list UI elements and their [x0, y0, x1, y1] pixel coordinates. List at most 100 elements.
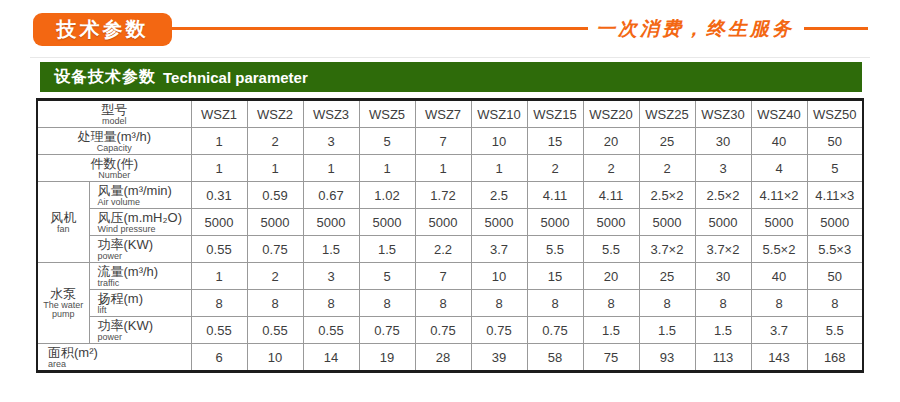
table-cell: 5.5 [583, 236, 639, 263]
model-header-en: model [39, 117, 190, 126]
table-cell: 5 [359, 263, 415, 290]
banner-line-left [162, 27, 588, 30]
row-label: 处理量(m³/h)Capacity [37, 128, 191, 155]
model-column-header: WSZ1 [191, 100, 247, 128]
table-cell: 4.11 [583, 182, 639, 209]
row-label: 面积(m²)area [37, 344, 191, 372]
table-cell: 40 [751, 128, 807, 155]
table-cell: 1 [191, 155, 247, 182]
row-label-zh: 处理量(m³/h) [39, 130, 190, 144]
section-header-bar: 设备技术参数 Technical parameter [40, 62, 862, 92]
table-cell: 15 [527, 263, 583, 290]
table-cell: 8 [807, 290, 863, 317]
table-cell: 2.5×2 [695, 182, 751, 209]
group-label-zh: 水泵 [39, 287, 88, 301]
table-cell: 5000 [639, 209, 695, 236]
model-column-header: WSZ3 [303, 100, 359, 128]
technical-parameter-table: 型号modelWSZ1WSZ2WSZ3WSZ5WSZ7WSZ10WSZ15WSZ… [36, 98, 864, 373]
table-cell: 2 [247, 263, 303, 290]
table-cell: 10 [471, 128, 527, 155]
table-cell: 5000 [415, 209, 471, 236]
row-label: 风量(m³/min)Air volume [89, 182, 191, 209]
page: 技术参数 一次消费，终生服务 设备技术参数 Technical paramete… [0, 0, 900, 402]
table-cell: 30 [695, 128, 751, 155]
table-cell: 5.5 [527, 236, 583, 263]
table-row: 功率(KW)power0.550.550.550.750.750.750.751… [37, 317, 863, 344]
banner-line-right [804, 27, 868, 30]
row-label-zh: 件数(件) [39, 157, 190, 171]
model-column-header: WSZ30 [695, 100, 751, 128]
table-cell: 20 [583, 263, 639, 290]
model-column-header: WSZ10 [471, 100, 527, 128]
table-cell: 5000 [751, 209, 807, 236]
table-cell: 25 [639, 263, 695, 290]
section-title-zh: 设备技术参数 [54, 67, 156, 88]
table-cell: 1 [471, 155, 527, 182]
model-column-header: WSZ25 [639, 100, 695, 128]
table-cell: 3 [695, 155, 751, 182]
row-label: 功率(KW)power [89, 317, 191, 344]
table-cell: 7 [415, 128, 471, 155]
table-cell: 39 [471, 344, 527, 372]
table-cell: 5.5×2 [751, 236, 807, 263]
table-cell: 0.75 [415, 317, 471, 344]
table-cell: 168 [807, 344, 863, 372]
row-label-zh: 面积(m²) [39, 346, 190, 360]
table-cell: 3.7 [751, 317, 807, 344]
table-cell: 0.55 [247, 317, 303, 344]
table-cell: 5000 [471, 209, 527, 236]
table-cell: 4 [751, 155, 807, 182]
table-cell: 8 [695, 290, 751, 317]
table-cell: 1 [191, 263, 247, 290]
tech-params-badge: 技术参数 [33, 13, 172, 46]
table-cell: 3.7 [471, 236, 527, 263]
table-cell: 0.75 [247, 236, 303, 263]
table-cell: 113 [695, 344, 751, 372]
row-label-zh: 流量(m³/h) [91, 265, 190, 279]
table-cell: 1 [303, 155, 359, 182]
section-title-en: Technical parameter [163, 69, 308, 86]
table-cell: 1 [247, 155, 303, 182]
table-cell: 2 [583, 155, 639, 182]
table-cell: 1.5 [639, 317, 695, 344]
table-cell: 2.2 [415, 236, 471, 263]
table-row: 水泵The water pump流量(m³/h)traffic123571015… [37, 263, 863, 290]
table-row: 风机fan风量(m³/min)Air volume0.310.590.671.0… [37, 182, 863, 209]
table-cell: 8 [471, 290, 527, 317]
table-cell: 1.5 [303, 236, 359, 263]
table-row: 风压(m.mH₂O)Wind pressure50005000500050005… [37, 209, 863, 236]
row-label-en: area [39, 360, 190, 369]
table-cell: 1 [191, 128, 247, 155]
group-label-en: fan [39, 225, 88, 234]
table-cell: 10 [471, 263, 527, 290]
table-cell: 50 [807, 263, 863, 290]
table-cell: 2 [247, 128, 303, 155]
table-cell: 2 [639, 155, 695, 182]
table-row: 件数(件)Number111111222345 [37, 155, 863, 182]
table-row: 功率(KW)power0.550.751.51.52.23.75.55.53.7… [37, 236, 863, 263]
table-cell: 8 [527, 290, 583, 317]
table-cell: 8 [415, 290, 471, 317]
model-column-header: WSZ15 [527, 100, 583, 128]
table-cell: 0.31 [191, 182, 247, 209]
model-column-header: WSZ20 [583, 100, 639, 128]
table-cell: 2.5×2 [639, 182, 695, 209]
row-label-en: lift [91, 306, 190, 315]
table-cell: 2.5 [471, 182, 527, 209]
divider-line [30, 57, 870, 58]
table-cell: 8 [639, 290, 695, 317]
table-cell: 19 [359, 344, 415, 372]
table-cell: 8 [583, 290, 639, 317]
table-cell: 2 [527, 155, 583, 182]
group-label-zh: 风机 [39, 211, 88, 225]
table-cell: 1.72 [415, 182, 471, 209]
model-column-header: WSZ2 [247, 100, 303, 128]
table-cell: 5000 [807, 209, 863, 236]
table-cell: 75 [583, 344, 639, 372]
table-cell: 8 [359, 290, 415, 317]
table-cell: 8 [191, 290, 247, 317]
row-label: 件数(件)Number [37, 155, 191, 182]
table-row: 面积(m²)area61014192839587593113143168 [37, 344, 863, 372]
group-label: 风机fan [37, 182, 89, 263]
table-cell: 5000 [247, 209, 303, 236]
